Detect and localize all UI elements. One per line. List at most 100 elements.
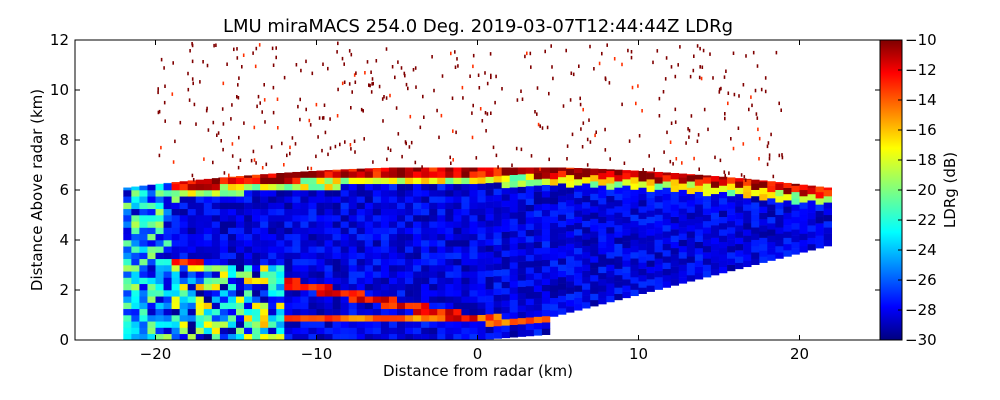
noise-speckle xyxy=(222,81,225,86)
heat-cell xyxy=(123,302,132,310)
heat-cell xyxy=(485,176,494,184)
noise-speckle xyxy=(452,158,454,162)
heat-cell xyxy=(429,265,438,272)
heat-cell xyxy=(123,252,132,260)
noise-speckle xyxy=(350,106,352,110)
heat-cell xyxy=(203,283,213,291)
heat-cell xyxy=(284,321,293,328)
noise-speckle xyxy=(212,120,215,125)
heat-cell xyxy=(501,167,510,170)
noise-speckle xyxy=(238,76,240,80)
noise-speckle xyxy=(327,66,329,71)
heat-cell xyxy=(622,197,631,205)
heat-cell xyxy=(670,272,680,280)
heat-cell xyxy=(300,277,309,285)
noise-speckle xyxy=(348,49,351,53)
heat-cell xyxy=(525,267,535,274)
heat-cell xyxy=(574,185,583,192)
noise-speckle xyxy=(589,44,591,49)
heat-cell xyxy=(533,285,543,292)
heat-cell xyxy=(807,212,816,220)
heat-cell xyxy=(268,190,277,197)
heat-cell xyxy=(590,218,599,226)
heat-cell xyxy=(477,258,486,265)
heat-cell xyxy=(453,252,462,260)
heat-cell xyxy=(260,315,269,322)
heat-cell xyxy=(558,214,567,221)
heat-cell xyxy=(445,290,454,297)
heat-cell xyxy=(437,215,446,222)
noise-speckle xyxy=(412,68,415,72)
heat-cell xyxy=(163,227,172,235)
heat-cell xyxy=(694,204,704,211)
heat-cell xyxy=(163,302,172,310)
heat-cell xyxy=(244,196,253,203)
heat-cell xyxy=(549,297,559,305)
heat-cell xyxy=(727,214,736,222)
heat-cell xyxy=(388,202,398,210)
heat-cell xyxy=(316,202,325,210)
heat-cell xyxy=(767,210,776,218)
heat-cell xyxy=(195,327,205,335)
heat-cell xyxy=(574,191,583,199)
heat-cell xyxy=(388,227,398,235)
noise-speckle xyxy=(658,114,661,118)
heat-cell xyxy=(727,264,736,272)
heat-cell xyxy=(574,210,583,217)
heat-cell xyxy=(429,183,438,191)
heat-cell xyxy=(638,218,647,226)
heat-cell xyxy=(413,227,422,235)
noise-speckle xyxy=(589,140,592,144)
heat-cell xyxy=(405,167,414,172)
heat-cell xyxy=(493,175,502,183)
heat-cell xyxy=(630,270,639,278)
heat-cell xyxy=(139,327,148,335)
heat-cell xyxy=(686,268,696,276)
heat-cell xyxy=(461,240,470,247)
heat-cell xyxy=(541,284,551,292)
heat-cell xyxy=(236,227,245,235)
heat-cell xyxy=(268,177,277,185)
y-tick-label: 12 xyxy=(50,31,69,49)
noise-speckle xyxy=(766,162,769,167)
heat-cell xyxy=(485,232,494,240)
heat-cell xyxy=(686,206,696,213)
heat-cell xyxy=(139,321,148,328)
heat-cell xyxy=(574,172,583,180)
heat-cell xyxy=(429,308,438,316)
heat-cell xyxy=(276,265,285,272)
heat-cell xyxy=(179,308,188,316)
heat-cell xyxy=(171,246,180,253)
heat-cell xyxy=(493,332,502,339)
heat-cell xyxy=(622,216,631,224)
heat-cell xyxy=(549,167,559,174)
heat-cell xyxy=(380,227,390,235)
heat-cell xyxy=(348,233,358,241)
heat-cell xyxy=(405,233,414,241)
heat-cell xyxy=(372,271,382,278)
heat-cell xyxy=(147,208,156,216)
heat-cell xyxy=(421,167,430,172)
heat-cell xyxy=(356,258,366,266)
heat-cell xyxy=(590,199,599,207)
heat-cell xyxy=(268,208,277,216)
heat-cell xyxy=(541,240,551,248)
heat-cell xyxy=(244,208,253,216)
heat-cell xyxy=(485,332,494,340)
heat-cell xyxy=(775,252,784,259)
noise-speckle xyxy=(481,119,484,123)
heat-cell xyxy=(139,196,148,203)
heat-cell xyxy=(469,296,478,303)
heat-cell xyxy=(284,240,293,247)
heat-cell xyxy=(783,250,792,257)
heat-cell xyxy=(203,258,213,266)
heat-cell xyxy=(292,302,301,310)
noise-speckle xyxy=(322,62,324,66)
heat-cell xyxy=(356,183,366,191)
heat-cell xyxy=(429,315,438,322)
heat-cell xyxy=(195,315,205,322)
heat-cell xyxy=(324,290,333,297)
heat-cell xyxy=(268,302,277,310)
heat-cell xyxy=(372,233,382,241)
heat-cell xyxy=(815,198,824,205)
